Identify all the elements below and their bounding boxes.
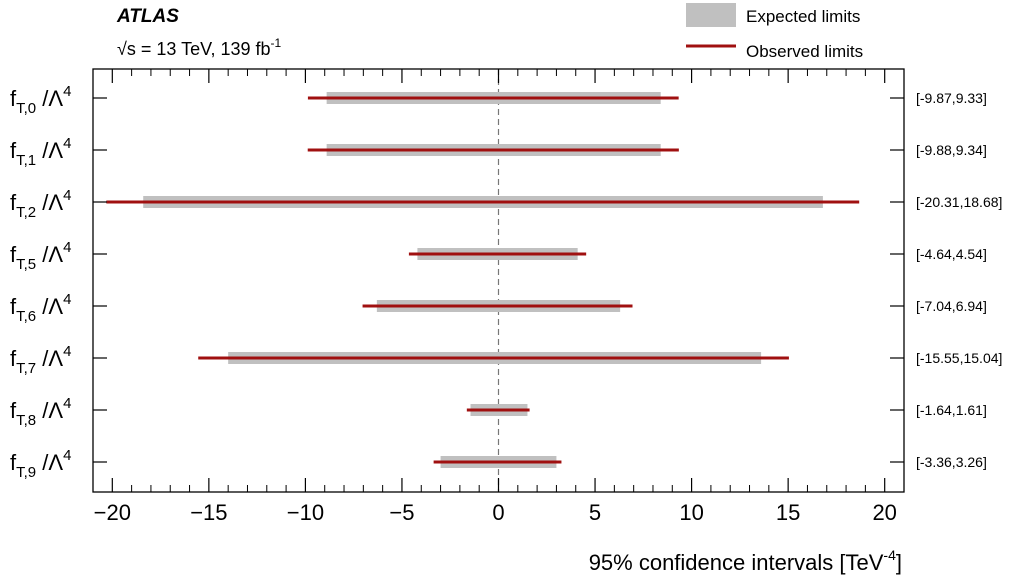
interval-value-label: [-3.36,3.26] <box>916 454 987 470</box>
x-axis-label-superscript: -4 <box>883 547 896 563</box>
x-axis-label-close: ] <box>896 550 902 575</box>
operator-subscript: T,1 <box>16 152 36 169</box>
interval-value-label: [-1.64,1.61] <box>916 402 987 418</box>
x-axis-label-text: 95% confidence intervals [TeV <box>589 550 884 575</box>
interval-value-label: [-7.04,6.94] <box>916 298 987 314</box>
x-tick-label: 0 <box>492 500 504 525</box>
interval-value-label: [-9.87,9.33] <box>916 90 987 106</box>
interval-value-label: [-20.31,18.68] <box>916 194 1002 210</box>
operator-subscript: T,8 <box>16 412 36 429</box>
operator-label: fT,1 /Λ4 <box>10 135 71 169</box>
operator-subscript: T,5 <box>16 256 36 273</box>
x-tick-label: −15 <box>190 500 227 525</box>
interval-value-label: [-4.64,4.54] <box>916 246 987 262</box>
operator-label: fT,5 /Λ4 <box>10 239 71 273</box>
energy-label: √s = 13 TeV, 139 fb-1 <box>117 36 282 59</box>
operator-label: fT,0 /Λ4 <box>10 83 71 117</box>
operator-label: fT,9 /Λ4 <box>10 447 71 481</box>
x-tick-label: −5 <box>389 500 414 525</box>
operator-label: fT,7 /Λ4 <box>10 343 71 377</box>
operator-subscript: T,2 <box>16 204 36 221</box>
legend-observed-label: Observed limits <box>746 42 863 61</box>
x-tick-label: 20 <box>872 500 896 525</box>
experiment-label: ATLAS <box>116 6 179 27</box>
operator-subscript: T,7 <box>16 360 36 377</box>
x-axis-label: 95% confidence intervals [TeV-4] <box>589 547 902 575</box>
x-tick-label: 15 <box>776 500 800 525</box>
legend-expected-swatch <box>686 3 736 27</box>
operator-subscript: T,9 <box>16 464 36 481</box>
x-tick-label: −10 <box>287 500 324 525</box>
sqrt-s-symbol: √s <box>117 39 136 59</box>
energy-text: = 13 TeV, 139 fb <box>136 39 271 59</box>
operator-subscript: T,6 <box>16 308 36 325</box>
legend-expected-label: Expected limits <box>746 7 860 26</box>
x-tick-label: 10 <box>679 500 703 525</box>
interval-value-label: [-9.88,9.34] <box>916 142 987 158</box>
operator-subscript: T,0 <box>16 100 36 117</box>
x-tick-label: −20 <box>94 500 131 525</box>
x-tick-label: 5 <box>589 500 601 525</box>
energy-superscript: -1 <box>271 36 282 50</box>
operator-label: fT,2 /Λ4 <box>10 187 71 221</box>
legend: Expected limits Observed limits <box>686 3 863 61</box>
operator-label: fT,6 /Λ4 <box>10 291 71 325</box>
operator-label: fT,8 /Λ4 <box>10 395 71 429</box>
interval-value-label: [-15.55,15.04] <box>916 350 1002 366</box>
